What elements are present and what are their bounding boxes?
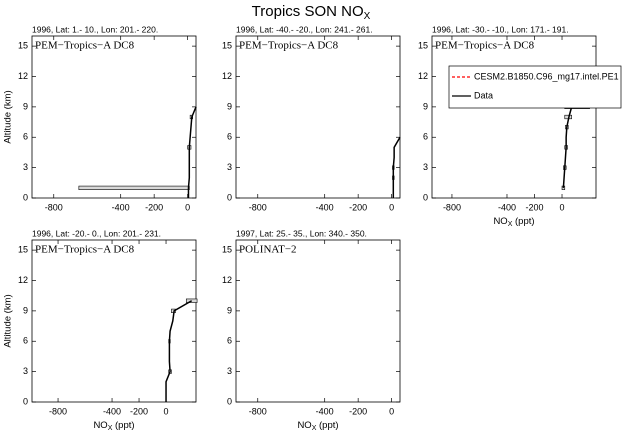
figure-title: Tropics SON NOX — [252, 3, 371, 22]
y-tick-label: 9 — [423, 101, 428, 111]
x-tick-label: 0 — [389, 202, 394, 212]
y-tick-label: 9 — [227, 101, 232, 111]
x-tick-label: -400 — [316, 202, 334, 212]
y-tick-label: 12 — [18, 275, 28, 285]
y-axis-label: Altitude (km) — [3, 294, 14, 347]
panel-label: PEM−Tropics−A DC8 — [35, 40, 135, 52]
panel-label: POLINAT−2 — [239, 244, 297, 256]
y-tick-label: 15 — [18, 245, 28, 255]
panel-subtitle: 1996, Lat: -40.- -20., Lon: 241.- 261. — [236, 24, 373, 34]
x-label-rest: (ppt) — [512, 216, 534, 227]
plot-frame — [235, 239, 401, 403]
y-tick-label: 0 — [23, 192, 28, 202]
data-line — [562, 96, 580, 188]
y-axis-label: Altitude (km) — [3, 90, 14, 143]
y-tick-label: 15 — [18, 41, 28, 51]
x-tick-label: -400 — [103, 406, 121, 416]
x-tick-label: -800 — [249, 406, 267, 416]
x-tick-label: 0 — [389, 406, 394, 416]
x-tick-label: -800 — [443, 202, 461, 212]
x-label-rest: (ppt) — [316, 420, 338, 431]
y-tick-label: 6 — [227, 336, 232, 346]
y-tick-label: 9 — [23, 305, 28, 315]
x-axis-label: NOX (ppt) — [93, 420, 134, 432]
x-tick-label: -200 — [349, 406, 367, 416]
y-tick-label: 0 — [227, 396, 232, 406]
plot-frame — [235, 35, 401, 199]
x-tick-label: 0 — [560, 202, 565, 212]
panel-subtitle: 1996, Lat: -20.- 0., Lon: 201.- 231. — [32, 228, 161, 238]
y-tick-label: 6 — [23, 336, 28, 346]
panel-subtitle: 1996, Lat: 1.- 10., Lon: 201.- 220. — [32, 24, 158, 34]
x-tick-label: -400 — [498, 202, 516, 212]
y-tick-label: 15 — [418, 41, 428, 51]
y-tick-label: 3 — [227, 366, 232, 376]
plot-frame — [31, 35, 197, 199]
panel-label: PEM−Tropics−A DC8 — [239, 40, 339, 52]
y-tick-label: 0 — [227, 192, 232, 202]
x-label-main: NO — [93, 420, 107, 431]
x-tick-label: -200 — [130, 406, 148, 416]
x-label-sub: X — [108, 425, 113, 432]
x-tick-label: 0 — [185, 202, 190, 212]
x-tick-label: -200 — [349, 202, 367, 212]
x-label-sub: X — [508, 221, 513, 228]
x-tick-label: -400 — [112, 202, 130, 212]
y-tick-label: 9 — [227, 305, 232, 315]
y-tick-label: 12 — [418, 71, 428, 81]
panel-subtitle: 1997, Lat: 25.- 35., Lon: 340.- 350. — [236, 228, 367, 238]
panel-label: PEM−Tropics−A DC8 — [435, 40, 535, 52]
data-line — [392, 136, 401, 198]
y-tick-label: 6 — [23, 132, 28, 142]
x-tick-label: 0 — [164, 406, 169, 416]
y-tick-label: 15 — [222, 41, 232, 51]
range-box — [78, 185, 190, 190]
x-tick-label: -200 — [145, 202, 163, 212]
panel-subtitle: 1996, Lat: -30.- -10., Lon: 171.- 191. — [432, 24, 569, 34]
legend-label: Data — [474, 90, 493, 100]
y-tick-label: 6 — [227, 132, 232, 142]
y-tick-label: 0 — [23, 396, 28, 406]
x-tick-label: -400 — [316, 406, 334, 416]
y-tick-label: 3 — [23, 162, 28, 172]
y-tick-label: 3 — [227, 162, 232, 172]
y-tick-label: 15 — [222, 245, 232, 255]
y-tick-label: 12 — [18, 71, 28, 81]
x-tick-label: -200 — [525, 202, 543, 212]
y-tick-label: 0 — [423, 192, 428, 202]
data-line — [187, 106, 197, 198]
panel-label: PEM−Tropics−A DC8 — [35, 244, 135, 256]
y-tick-label: 12 — [222, 275, 232, 285]
y-tick-label: 12 — [222, 71, 232, 81]
x-label-rest: (ppt) — [112, 420, 134, 431]
x-label-main: NO — [493, 216, 507, 227]
y-tick-label: 3 — [23, 366, 28, 376]
y-tick-label: 3 — [423, 162, 428, 172]
x-axis-label: NOX (ppt) — [297, 420, 338, 432]
y-tick-label: 6 — [423, 132, 428, 142]
x-axis-label: NOX (ppt) — [493, 216, 534, 228]
plot-frame — [31, 239, 197, 403]
legend-box — [448, 65, 622, 109]
x-tick-label: -800 — [249, 202, 267, 212]
title-sub: X — [364, 11, 371, 22]
x-label-main: NO — [297, 420, 311, 431]
plot-frame — [431, 35, 597, 199]
x-tick-label: -800 — [45, 202, 63, 212]
x-tick-label: -800 — [49, 406, 67, 416]
y-tick-label: 9 — [23, 101, 28, 111]
legend-label: CESM2.B1850.C96_mg17.intel.PE1 — [474, 71, 619, 81]
title-main: Tropics SON NO — [252, 3, 364, 20]
x-label-sub: X — [312, 425, 317, 432]
data-line — [165, 300, 193, 402]
